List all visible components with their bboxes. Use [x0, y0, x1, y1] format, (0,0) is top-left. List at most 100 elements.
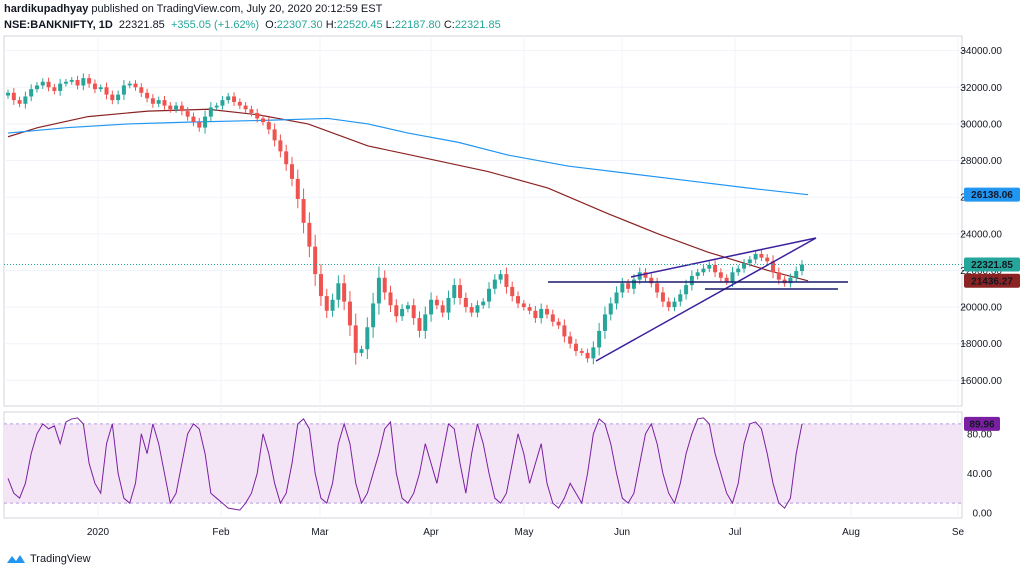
publisher-name[interactable]: hardikupadhyay [4, 3, 89, 15]
candle-body [69, 79, 74, 82]
candle-body [747, 259, 752, 264]
high-value: 22520.45 [336, 19, 383, 31]
candle-body [162, 100, 167, 106]
candle-body [504, 274, 509, 287]
candle-body [753, 253, 758, 260]
candle-body [243, 105, 248, 110]
candle-body [678, 294, 683, 302]
candle-body [307, 222, 312, 247]
o-label: O: [265, 19, 277, 31]
candle-body [533, 310, 538, 319]
candle-body [649, 277, 654, 284]
candle-body [730, 272, 735, 282]
candle-body [718, 272, 723, 278]
candle-body [562, 325, 567, 337]
candle-body [266, 122, 271, 130]
price-axis[interactable]: 34000.0032000.0030000.0028000.0026000.00… [960, 46, 1002, 387]
candle-body [365, 327, 370, 350]
candle-body [423, 314, 428, 331]
candle-body [75, 79, 80, 86]
rising-trendline-lower[interactable] [595, 237, 817, 362]
candle-body [197, 122, 202, 128]
candle-body [376, 277, 381, 304]
candle-body [660, 292, 665, 302]
candle-body [394, 305, 399, 317]
candle-body [46, 81, 51, 88]
rsi-tick-label: 0.00 [973, 509, 993, 520]
candle-body [684, 285, 689, 295]
candle-body [139, 87, 144, 93]
price-label-text: 26138.06 [971, 190, 1013, 201]
candle-body [58, 83, 63, 91]
candle-body [492, 279, 497, 289]
time-axis[interactable]: 2020 Feb Mar Apr May Jun Jul Aug Se [87, 527, 965, 538]
candle-body [614, 292, 619, 304]
candle-body [214, 105, 219, 108]
candle-body [701, 268, 706, 273]
tradingview-brand[interactable]: TradingView [6, 553, 91, 565]
candle-body [255, 112, 260, 119]
candle-body [110, 94, 115, 101]
x-tick-label: May [515, 527, 534, 538]
ma-long-line [7, 117, 809, 196]
candle-body [220, 100, 225, 106]
y-tick-label: 32000.00 [960, 83, 1002, 94]
open-value: 22307.30 [276, 19, 323, 31]
h-label: H: [325, 19, 337, 31]
trend-drawings [548, 237, 848, 362]
ma-short-line [7, 108, 809, 282]
candle-body [313, 246, 318, 275]
candle-body [289, 164, 294, 179]
candle-body [324, 296, 329, 311]
y-tick-label: 24000.00 [960, 229, 1002, 240]
candle-body [481, 301, 486, 306]
candle-body [226, 96, 231, 101]
candle-body [446, 297, 451, 313]
candle-body [249, 109, 254, 113]
candle-body [742, 263, 747, 269]
candle-body [388, 292, 393, 306]
rsi-line [7, 417, 803, 511]
candle-body [707, 264, 712, 269]
low-value: 22187.80 [394, 19, 441, 31]
y-tick-label: 16000.00 [960, 376, 1002, 387]
candle-body [6, 92, 10, 96]
candle-body [585, 352, 590, 359]
candle-body [666, 301, 671, 308]
candle-body [353, 325, 358, 353]
y-tick-label: 34000.00 [960, 46, 1002, 57]
x-tick-label: Se [952, 527, 965, 538]
symbol-label[interactable]: NSE:BANKNIFTY, 1D [4, 19, 113, 31]
candle-body [736, 268, 741, 273]
candle-body [104, 87, 109, 95]
candle-body [573, 343, 578, 352]
candle-body [440, 305, 445, 313]
candle-body [724, 277, 729, 282]
candle-body [203, 116, 208, 128]
price-pane[interactable] [3, 35, 963, 407]
candle-body [208, 107, 213, 117]
candle-body [655, 283, 660, 293]
rsi-axis[interactable]: 80.00 40.00 0.00 [967, 429, 992, 519]
moving-averages [7, 108, 809, 282]
candle-body [185, 111, 190, 117]
candle-body [434, 299, 439, 306]
candle-body [631, 279, 636, 289]
candle-body [597, 330, 602, 348]
rsi-band [4, 423, 962, 504]
candle-body [626, 283, 631, 289]
candle-body [620, 283, 625, 293]
c-label: C: [443, 19, 455, 31]
candle-body [336, 283, 341, 300]
rising-trendline-upper[interactable] [630, 237, 817, 278]
candle-body [405, 305, 410, 309]
candle-body [179, 105, 184, 112]
candle-body [382, 277, 387, 293]
candle-body [150, 98, 155, 104]
candle-body [487, 288, 492, 302]
rsi-label-box [964, 416, 1000, 431]
candle-body [608, 303, 613, 315]
candle-body [510, 286, 515, 297]
candle-body [637, 272, 642, 280]
